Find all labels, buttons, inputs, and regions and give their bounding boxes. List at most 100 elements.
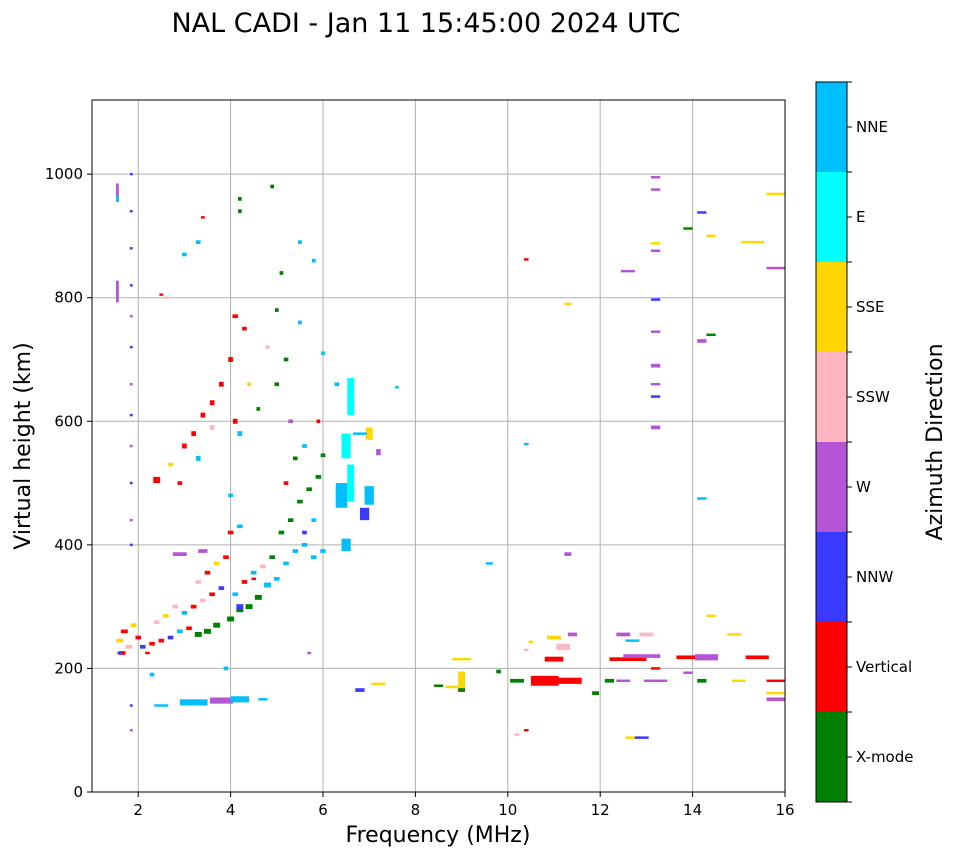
echo-point [485,562,493,565]
echo-point [168,462,173,467]
echo-point [269,555,275,560]
echo-point [651,382,661,386]
echo-point [164,296,168,299]
echo-point [298,320,302,325]
echo-point [651,188,661,191]
echo-point [766,691,785,695]
echo-point [625,639,640,642]
echo-point [510,678,524,683]
echo-point [452,657,471,661]
echo-point [200,412,206,418]
grid [92,100,786,793]
echo-point [544,656,564,662]
echo-point [310,555,317,560]
echo-point [274,382,280,387]
echo-point [250,570,257,575]
echo-point [697,497,707,500]
echo-point [320,549,326,553]
echo-point [129,315,133,318]
echo-point [172,552,187,556]
echo-point [129,704,133,707]
echo-point [302,444,307,448]
echo-point [311,258,316,263]
echo-point [697,678,707,683]
colorbar-segment [816,622,847,712]
echo-point [741,240,765,244]
x-axis-label: Frequency (MHz) [346,823,531,848]
echo-point [230,696,250,703]
echo-point [256,407,261,411]
echo-point [129,728,133,732]
echo-point [213,561,220,566]
x-tick-label: 8 [411,801,421,819]
echo-point [523,442,529,446]
echo-point [274,576,280,581]
echo-point [129,247,133,250]
echo-point [697,339,707,343]
echo-point [227,530,234,535]
colorbar-label: SSW [856,388,890,406]
echo-point [129,444,133,448]
echo-point [564,302,572,306]
echo-point [154,704,169,707]
echo-point [129,518,133,522]
echo-point [260,564,266,569]
echo-point [182,252,187,257]
echo-point [321,351,325,356]
echo-point [129,382,133,386]
x-tick-label: 10 [498,801,517,819]
echo-point [116,638,124,643]
x-axis-ticks: 2 4 6 8 10 12 14 16 [133,792,795,819]
echo-point [116,280,119,303]
echo-point [651,298,661,301]
plot-area: 2 4 6 8 10 12 14 16 0 200 400 600 800 1000 [45,99,795,819]
echo-point [153,476,161,484]
echo-point [697,211,707,214]
echo-point [307,651,311,655]
echo-point [514,733,520,736]
echo-point [153,620,160,624]
echo-point [445,685,460,689]
x-tick-label: 2 [133,801,143,819]
echo-point [279,271,284,275]
echo-point [355,688,365,692]
echo-point [265,345,270,349]
echo-point [727,633,742,636]
echo-point [283,481,289,485]
echo-point [135,635,141,640]
echo-point [228,357,233,362]
colorbar-segment [816,262,847,352]
y-axis-label: Virtual height (km) [11,342,36,549]
echo-point [683,227,693,230]
echo-point [683,671,693,674]
echo-point [523,258,529,261]
echo-point [232,592,238,597]
echo-point [254,594,262,600]
echo-point [528,640,534,644]
echo-points [116,172,785,739]
echo-point [547,635,561,640]
echo-point [201,216,205,219]
echo-point [316,419,321,424]
echo-point [209,697,233,704]
colorbar-title: Azimuth Direction [923,343,948,540]
echo-point [129,172,133,176]
echo-point [341,538,351,552]
echo-point [496,669,501,674]
echo-point [130,623,137,628]
echo-point [274,308,279,312]
echo-point [288,419,293,424]
echo-point [731,679,746,683]
echo-point [129,481,133,485]
echo-point [116,183,119,202]
echo-point [634,736,649,739]
echo-point [365,427,373,440]
echo-point [609,657,647,662]
echo-point [237,431,243,437]
plot-frame [91,99,786,793]
echo-point [371,682,386,686]
echo-point [644,679,668,683]
echo-point [163,614,169,618]
echo-point [376,449,381,456]
